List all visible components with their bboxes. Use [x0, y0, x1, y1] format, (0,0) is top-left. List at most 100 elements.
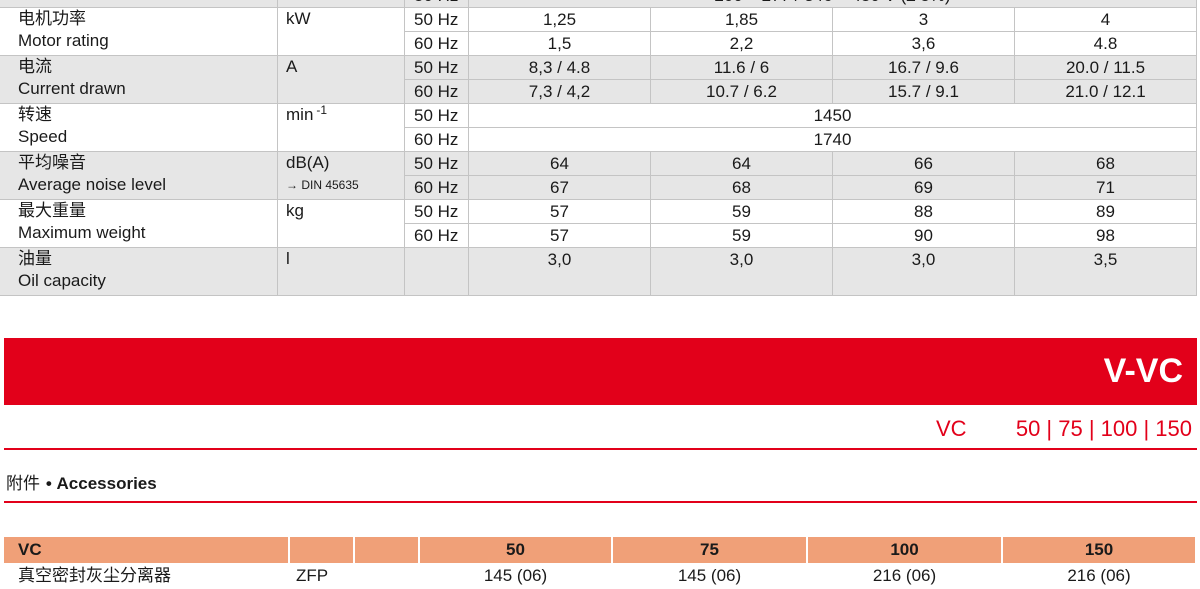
- unit-cell: l: [278, 248, 405, 296]
- table-cell: 145 (06): [420, 563, 613, 589]
- value-cell: 2,2: [651, 32, 833, 56]
- value-cell: 67: [469, 176, 651, 200]
- value-cell: 69: [833, 176, 1015, 200]
- label-cell: 油量 Oil capacity: [0, 248, 278, 296]
- unit-cell: min -1: [278, 104, 405, 152]
- value-cell: 57: [469, 200, 651, 224]
- table-cell: 真空密封灰尘分离器: [4, 563, 290, 589]
- unit: dB(A): [286, 153, 330, 172]
- frequency: 50 Hz: [405, 104, 469, 128]
- label-en: Current drawn: [18, 79, 126, 98]
- divider: [4, 501, 1197, 503]
- unit: min: [286, 105, 314, 124]
- label-zh: 电机功率: [18, 9, 86, 28]
- label-zh: 平均噪音: [18, 153, 86, 172]
- value-cell: 1,85: [651, 8, 833, 32]
- value-cell: 21.0 / 12.1: [1015, 80, 1197, 104]
- label-zh: 转速: [18, 105, 52, 124]
- frequency: 50 Hz: [405, 8, 469, 32]
- unit: kg: [286, 201, 304, 220]
- value-cell: 68: [651, 176, 833, 200]
- label-en: Average noise level: [18, 175, 167, 194]
- value-cell: 8,3 / 4.8: [469, 56, 651, 80]
- unit-cell: kg: [278, 200, 405, 248]
- label-cell: 电流 Current drawn: [0, 56, 278, 104]
- header-cell: 150: [1003, 537, 1197, 563]
- frequency: [405, 248, 469, 296]
- label-en: Motor rating: [18, 31, 109, 50]
- unit-cell: dB(A) → DIN 45635: [278, 152, 405, 200]
- label-cell: 电机功率 Motor rating: [0, 8, 278, 56]
- label-cell: 平均噪音 Average noise level: [0, 152, 278, 200]
- value-cell: 1,5: [469, 32, 651, 56]
- header-cell: 75: [613, 537, 808, 563]
- label-cell: [0, 0, 278, 8]
- value-cell: 1740: [469, 128, 1197, 152]
- frequency: 60 Hz: [405, 80, 469, 104]
- unit-superscript: -1: [316, 104, 328, 117]
- unit-note: → DIN 45635: [286, 178, 359, 192]
- header-cell: [355, 537, 420, 563]
- value-cell: 4: [1015, 8, 1197, 32]
- frequency: 50 Hz: [405, 56, 469, 80]
- heading-zh: 附件: [6, 474, 40, 493]
- label-zh: 油量: [18, 249, 52, 268]
- frequency: 60 Hz: [405, 128, 469, 152]
- label-cell: 转速 Speed: [0, 104, 278, 152]
- value-cell: 7,3 / 4,2: [469, 80, 651, 104]
- value-cell: 68: [1015, 152, 1197, 176]
- value-cell: 57: [469, 224, 651, 248]
- divider: [4, 448, 1197, 450]
- value-cell: 90: [833, 224, 1015, 248]
- frequency: 50 Hz: [405, 200, 469, 224]
- frequency: 50 Hz: [405, 0, 469, 8]
- heading-en: • Accessories: [45, 474, 157, 493]
- header-cell: VC: [4, 537, 290, 563]
- label-zh: 最大重量: [18, 201, 86, 220]
- value-cell: 1,25: [469, 8, 651, 32]
- value-cell: 3,0: [833, 248, 1015, 296]
- label-en: Maximum weight: [18, 223, 146, 242]
- value-cell: 89: [1015, 200, 1197, 224]
- frequency: 60 Hz: [405, 224, 469, 248]
- table-cell: 216 (06): [808, 563, 1003, 589]
- label-en: Oil capacity: [18, 271, 106, 290]
- unit-cell: A: [278, 56, 405, 104]
- unit: A: [286, 57, 298, 76]
- unit-cell: kW: [278, 8, 405, 56]
- value-cell: 20.0 / 11.5: [1015, 56, 1197, 80]
- unit: kW: [286, 9, 311, 28]
- value-cell: 66: [833, 152, 1015, 176]
- label-en: Speed: [18, 127, 68, 146]
- value-cell: 88: [833, 200, 1015, 224]
- value-cell: 71: [1015, 176, 1197, 200]
- label-cell: 最大重量 Maximum weight: [0, 200, 278, 248]
- accessories-heading: 附件 • Accessories: [6, 470, 157, 497]
- value-cell: 3,6: [833, 32, 1015, 56]
- unit: l: [286, 249, 290, 268]
- model-prefix: VC: [936, 416, 967, 441]
- value-cell: 59: [651, 200, 833, 224]
- table-cell: 216 (06): [1003, 563, 1197, 589]
- value-cell: 10.7 / 6.2: [651, 80, 833, 104]
- value-cell: 15.7 / 9.1: [833, 80, 1015, 104]
- banner: V-VC: [4, 338, 1197, 405]
- unit-cell: [278, 0, 405, 8]
- model-sizes: 50 | 75 | 100 | 150: [1015, 416, 1192, 441]
- value-cell: 11.6 / 6: [651, 56, 833, 80]
- frequency: 50 Hz: [405, 152, 469, 176]
- banner-title: V-VC: [1103, 352, 1183, 390]
- value-cell: 3,0: [651, 248, 833, 296]
- label-zh: 电流: [18, 57, 52, 76]
- frequency: 60 Hz: [405, 176, 469, 200]
- header-cell: [290, 537, 355, 563]
- value-cell: 64: [651, 152, 833, 176]
- header-cell: 100: [808, 537, 1003, 563]
- value-cell: 1450: [469, 104, 1197, 128]
- value-cell: 64: [469, 152, 651, 176]
- value-cell: 3,0: [469, 248, 651, 296]
- frequency: 60 Hz: [405, 32, 469, 56]
- table-cell: 145 (06): [613, 563, 808, 589]
- header-cell: 50: [420, 537, 613, 563]
